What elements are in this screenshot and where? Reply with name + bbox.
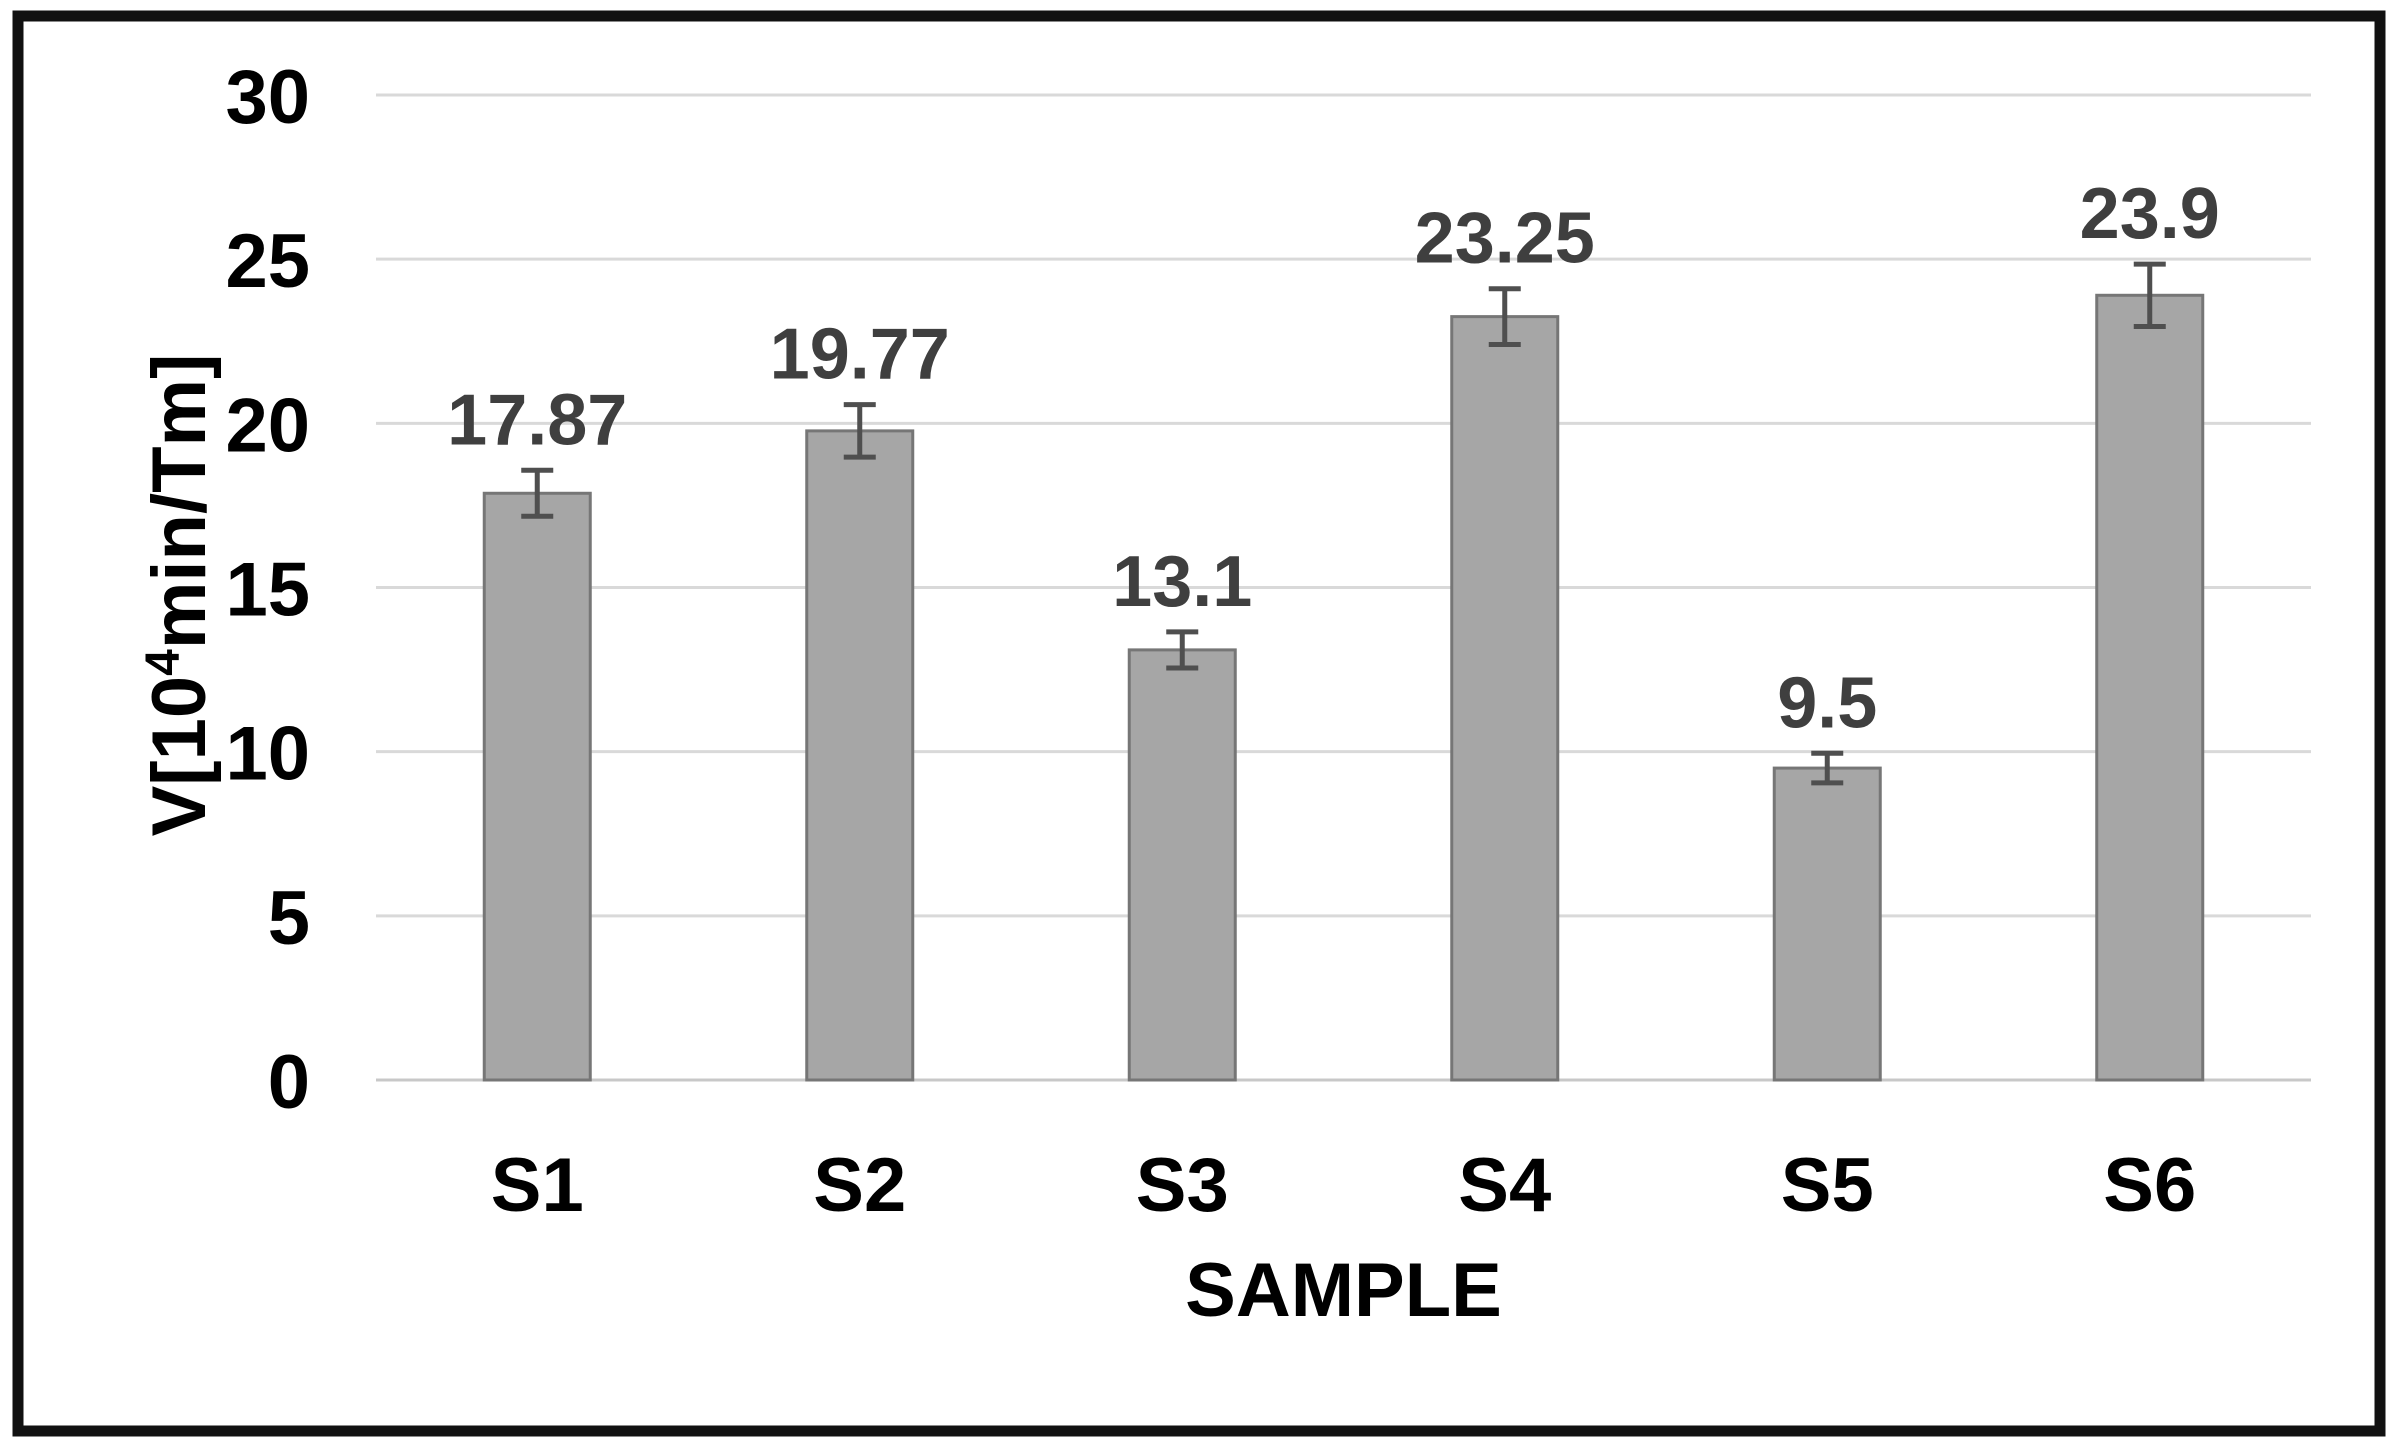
data-label-s6: 23.9	[2080, 174, 2220, 254]
x-tick-label-s4: S4	[1458, 1143, 1551, 1228]
data-label-s5: 9.5	[1777, 663, 1877, 743]
bar-s5	[1772, 766, 1882, 1082]
bar-s6	[2095, 293, 2205, 1082]
data-label-s3: 13.1	[1112, 542, 1252, 622]
bar-s1	[482, 491, 592, 1082]
y-tick-label-20: 20	[225, 383, 310, 468]
y-tick-label-30: 30	[225, 55, 310, 140]
data-label-s4: 23.25	[1415, 199, 1595, 279]
y-tick-label-25: 25	[225, 219, 310, 304]
y-tick-label-10: 10	[225, 712, 310, 797]
x-tick-label-s5: S5	[1781, 1143, 1874, 1228]
chart-frame-border	[12, 10, 2386, 1437]
x-axis-title: SAMPLE	[1185, 1248, 1502, 1333]
y-tick-label-0: 0	[268, 1040, 310, 1125]
data-label-s1: 17.87	[447, 380, 627, 460]
x-tick-label-s6: S6	[2103, 1143, 2196, 1228]
y-axis-title: V[104min/Tm]	[137, 354, 222, 837]
y-tick-label-5: 5	[268, 876, 310, 961]
x-tick-label-s1: S1	[491, 1143, 584, 1228]
bar-s3	[1127, 648, 1237, 1082]
x-tick-label-s3: S3	[1136, 1143, 1229, 1228]
bar-s2	[805, 429, 915, 1082]
bar-s4	[1450, 315, 1560, 1082]
y-tick-label-15: 15	[225, 548, 310, 633]
data-label-s2: 19.77	[770, 315, 950, 395]
x-tick-label-s2: S2	[813, 1143, 906, 1228]
